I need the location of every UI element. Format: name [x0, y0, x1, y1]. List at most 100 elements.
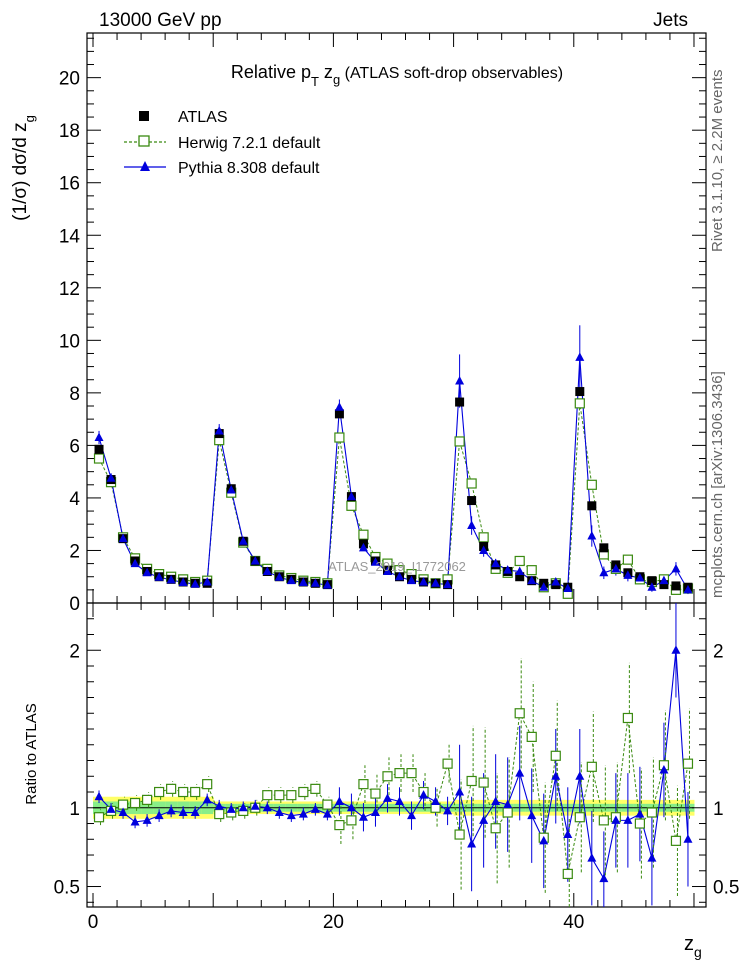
herwig-ratio-point	[310, 783, 321, 794]
herwig-ratio-point	[562, 868, 573, 880]
herwig-ratio-point	[502, 807, 513, 818]
herwig-ratio-point	[586, 761, 597, 772]
pythia-point	[587, 531, 597, 540]
herwig-ratio-point	[274, 790, 285, 801]
herwig-ratio-point	[646, 807, 658, 818]
pythia-ratio-point	[178, 807, 188, 816]
ratio-y-tick-label-right: 2	[713, 641, 724, 662]
pythia-ratio-point	[382, 793, 392, 802]
pythia-ratio-point	[118, 807, 128, 816]
herwig-ratio-point	[346, 815, 357, 826]
pythia-ratio-point	[635, 809, 645, 818]
herwig-ratio-point	[154, 786, 165, 798]
x-tick-label: 40	[563, 912, 584, 933]
pythia-point	[238, 536, 248, 545]
herwig-point	[466, 478, 477, 489]
pythia-ratio-point	[527, 810, 537, 820]
herwig-ratio-point	[574, 812, 585, 823]
herwig-ratio-point	[526, 731, 537, 742]
pythia-ratio-point	[322, 809, 332, 818]
pythia-ratio-point	[455, 787, 465, 796]
atlas-point	[575, 387, 585, 397]
pythia-point	[611, 563, 621, 573]
pythia-point	[142, 567, 152, 577]
pythia-ratio-point	[611, 815, 621, 824]
herwig-ratio-point	[466, 775, 477, 787]
legend: ATLAS Herwig 7.2.1 default Pythia 8.308 …	[124, 109, 321, 177]
pythia-ratio-point	[587, 853, 597, 862]
atlas-point	[515, 572, 525, 582]
legend-herwig-label: Herwig 7.2.1 default	[178, 135, 321, 152]
x-tick-label: 0	[88, 912, 99, 933]
y-axis-label-main: (1/σ) dσ/d z	[10, 122, 31, 220]
herwig-ratio-point	[394, 768, 405, 779]
pythia-point	[467, 520, 477, 530]
plot-title: Relative pT zg (ATLAS soft-drop observab…	[231, 62, 563, 89]
pythia-point	[647, 582, 657, 591]
pythia-point	[659, 575, 669, 585]
herwig-ratio-point	[141, 794, 153, 805]
ratio-panel-frame	[86, 602, 707, 908]
ratio-y-tick-label-right: 0.5	[713, 878, 739, 899]
ratio-panel: 0.5 0.51 12 20 20 40	[54, 602, 739, 933]
herwig-ratio-point	[202, 779, 213, 790]
pythia-point	[310, 578, 320, 587]
atlas-point	[334, 409, 344, 419]
pythia-ratio-point	[166, 805, 176, 815]
herwig-ratio-point	[514, 708, 525, 719]
title-main: Relative p	[231, 62, 311, 82]
herwig-ratio-point	[93, 812, 105, 823]
pythia-ratio-point	[106, 804, 116, 813]
pythia-point	[563, 583, 573, 593]
pythia-point	[202, 576, 212, 586]
herwig-ratio-point	[406, 768, 417, 779]
pythia-point	[178, 577, 188, 587]
pythia-ratio-point	[503, 799, 513, 809]
atlas-point	[455, 397, 465, 407]
pythia-point	[479, 545, 489, 554]
pythia-point	[491, 558, 501, 568]
pythia-point	[395, 571, 405, 581]
atlas-point	[587, 501, 597, 511]
pythia-ratio-point	[274, 807, 284, 816]
pythia-point	[118, 533, 128, 543]
herwig-ratio-point	[358, 779, 369, 790]
y-axis-label-sub: g	[22, 115, 37, 122]
pythia-ratio-point	[407, 810, 417, 820]
title-sub1: T	[311, 74, 319, 89]
pythia-point	[599, 567, 609, 577]
x-axis-label: zg	[684, 933, 702, 960]
pythia-ratio-point	[683, 834, 693, 843]
header-right: Jets	[653, 10, 688, 31]
herwig-ratio-point	[670, 835, 682, 846]
y-tick-label: 14	[59, 226, 81, 247]
x-axis-label-sub: g	[694, 944, 702, 960]
pythia-ratio-point	[491, 796, 501, 805]
pythia-ratio-point	[310, 804, 320, 813]
pythia-ratio-point	[214, 801, 224, 810]
herwig-ratio-point	[478, 777, 489, 788]
legend-pythia-marker	[140, 161, 150, 171]
y-tick-label: 8	[69, 384, 80, 405]
herwig-ratio-point	[370, 788, 381, 799]
ratio-y-tick-label-right: 1	[713, 799, 724, 820]
pythia-ratio-point	[130, 816, 140, 826]
herwig-ratio-point	[490, 823, 501, 834]
pythia-ratio-line	[98, 650, 689, 881]
pythia-ratio-point	[346, 802, 356, 812]
y-tick-label: 4	[69, 489, 80, 510]
pythia-point	[539, 582, 549, 591]
pythia-point	[214, 425, 224, 435]
pythia-ratio-point	[286, 810, 296, 820]
pythia-ratio-point	[226, 804, 236, 813]
pythia-point	[226, 485, 236, 494]
ratio-y-axis-label: Ratio to ATLAS	[23, 703, 40, 804]
herwig-point	[478, 532, 489, 543]
herwig-ratio-point	[622, 712, 633, 724]
atlas-point	[94, 444, 104, 454]
ratio-y-tick-label: 2	[69, 641, 80, 662]
pythia-ratio-point	[563, 829, 573, 839]
pythia-point	[358, 542, 368, 552]
pythia-point	[515, 566, 525, 575]
herwig-ratio-point	[334, 819, 345, 831]
